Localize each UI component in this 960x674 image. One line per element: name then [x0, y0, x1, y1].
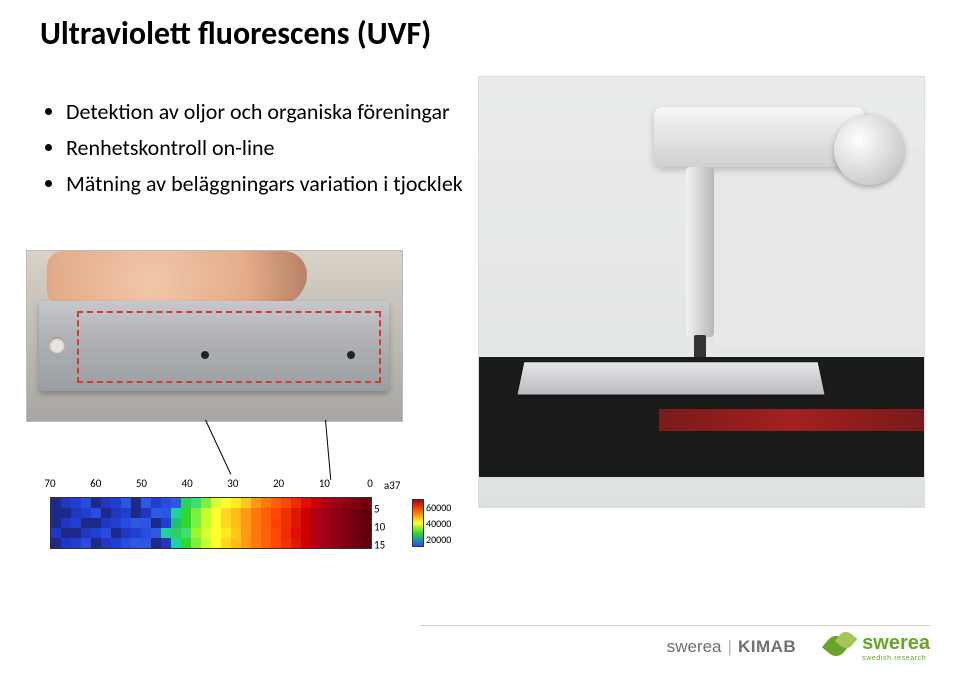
logo-text: KIMAB: [738, 637, 796, 657]
heatmap-grid: [50, 497, 372, 549]
heatmap-x-axis: 706050403020100: [50, 477, 370, 493]
plate-hole: [49, 337, 65, 353]
logo-swerea: swerea swedish research: [826, 632, 930, 662]
slide: Ultraviolett fluorescens (UVF) Detektion…: [0, 0, 960, 674]
probe-body: [686, 167, 714, 337]
hand-shape: [47, 251, 307, 306]
heatmap-chart: 706050403020100 51015 a37 60000400002000…: [50, 477, 450, 567]
leader-line: [205, 420, 231, 475]
bullet-item: Mätning av beläggningars variation i tjo…: [66, 168, 463, 200]
roi-rect: [77, 311, 381, 383]
bullet-item: Detektion av oljor och organiska förenin…: [66, 96, 463, 128]
footer-divider: [420, 625, 930, 626]
machine-frame: [714, 147, 925, 347]
colorbar: [412, 499, 424, 547]
slide-title: Ultraviolett fluorescens (UVF): [40, 14, 431, 53]
leaf-icon: [826, 632, 856, 662]
machine-arm: [654, 107, 864, 167]
footer-logos: swerea | KIMAB swerea swedish research: [667, 632, 930, 662]
sample-photo: [26, 250, 403, 422]
leader-line: [325, 420, 331, 480]
bullet-item: Renhetskontroll on-line: [66, 132, 463, 164]
logo-text: swerea: [862, 632, 930, 654]
sample-on-stage: [518, 362, 825, 394]
machine-knob: [834, 115, 904, 185]
heatmap-label: a37: [384, 479, 400, 492]
logo-text: swerea: [667, 637, 722, 657]
logo-subtext: swedish research: [862, 655, 930, 662]
instrument-photo: [478, 76, 925, 508]
bullet-list: Detektion av oljor och organiska förenin…: [48, 96, 463, 204]
stage-strip: [659, 409, 924, 431]
marker-dot: [201, 351, 209, 359]
marker-dot: [347, 351, 355, 359]
logo-swerea-kimab: swerea | KIMAB: [667, 637, 796, 657]
logo-divider: |: [728, 637, 732, 657]
